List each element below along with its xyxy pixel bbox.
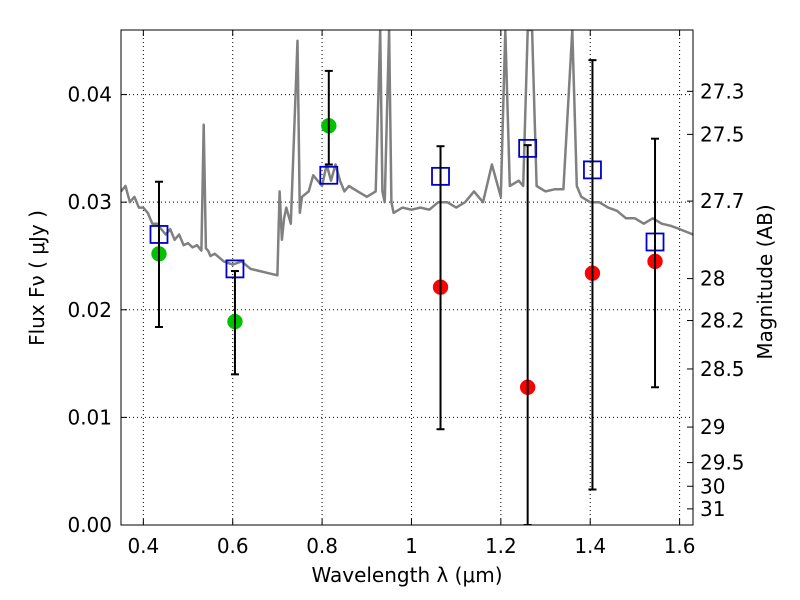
y-tick-label: 0.01 — [67, 405, 112, 429]
right-tick-label: 27.7 — [700, 189, 745, 213]
x-tick-label: 1.4 — [574, 534, 606, 558]
x-tick-label: 1.6 — [664, 534, 696, 558]
right-tick-label: 28 — [700, 267, 725, 291]
right-axis-label: Magnitude (AB) — [753, 204, 777, 359]
x-tick-label: 0.4 — [127, 534, 159, 558]
x-axis-label: Wavelength λ (μm) — [311, 563, 502, 587]
plot-frame — [120, 29, 694, 526]
spectrum-line — [121, 30, 693, 277]
ticks — [121, 30, 693, 526]
x-tick-label: 1 — [405, 534, 418, 558]
tick-labels: 0.4 0.6 0.8 1 1.2 1.4 1.6 0.00 0.01 0.02 0.03 0.04 2… — [67, 79, 744, 558]
x-tick-label: 0.6 — [217, 534, 249, 558]
model-point — [319, 165, 339, 185]
y-tick-label: 0.04 — [67, 83, 112, 107]
right-tick-label: 29 — [700, 415, 725, 439]
y-tick-label: 0.02 — [67, 298, 112, 322]
plot-area — [121, 30, 693, 525]
data-layer — [121, 30, 693, 525]
right-tick-label: 30 — [700, 474, 725, 498]
y-tick-label: 0.00 — [67, 513, 112, 537]
right-tick-label: 31 — [700, 497, 725, 521]
right-tick-label: 27.3 — [700, 79, 745, 103]
right-tick-label: 27.5 — [700, 122, 745, 146]
right-tick-label: 28.2 — [700, 309, 745, 333]
right-tick-label: 28.5 — [700, 357, 745, 381]
right-tick-label: 29.5 — [700, 451, 745, 475]
x-tick-label: 0.8 — [306, 534, 338, 558]
y-axis-label: Flux Fν ( μJy ) — [25, 210, 49, 346]
x-tick-label: 1.2 — [485, 534, 517, 558]
y-tick-label: 0.03 — [67, 190, 112, 214]
